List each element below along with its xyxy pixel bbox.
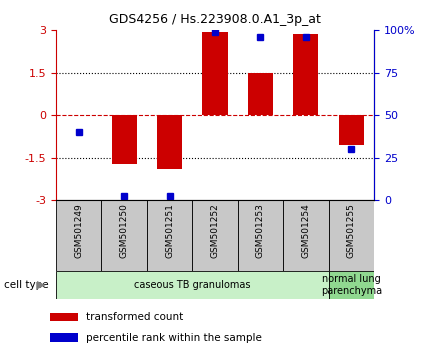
- Bar: [339, 115, 364, 145]
- Bar: [50, 333, 78, 342]
- Bar: [147, 200, 192, 271]
- Bar: [293, 34, 318, 115]
- Bar: [50, 313, 78, 321]
- Bar: [283, 200, 329, 271]
- Text: GSM501253: GSM501253: [256, 204, 265, 258]
- Text: cell type: cell type: [4, 280, 49, 290]
- Bar: [203, 32, 227, 115]
- Text: transformed count: transformed count: [86, 312, 183, 322]
- Text: caseous TB granulomas: caseous TB granulomas: [134, 280, 251, 290]
- Bar: [329, 271, 374, 299]
- Bar: [56, 200, 101, 271]
- Bar: [329, 200, 374, 271]
- Text: GSM501255: GSM501255: [347, 204, 356, 258]
- Text: percentile rank within the sample: percentile rank within the sample: [86, 332, 262, 343]
- Bar: [192, 200, 238, 271]
- Bar: [157, 115, 182, 169]
- Bar: [112, 115, 137, 164]
- Text: GSM501254: GSM501254: [301, 204, 310, 258]
- Text: GSM501250: GSM501250: [120, 204, 129, 258]
- Bar: [248, 73, 273, 115]
- Text: normal lung
parenchyma: normal lung parenchyma: [321, 274, 382, 296]
- Text: GSM501252: GSM501252: [211, 204, 219, 258]
- Text: GSM501249: GSM501249: [74, 204, 83, 258]
- Title: GDS4256 / Hs.223908.0.A1_3p_at: GDS4256 / Hs.223908.0.A1_3p_at: [109, 13, 321, 26]
- Bar: [101, 200, 147, 271]
- Text: GSM501251: GSM501251: [165, 204, 174, 258]
- Bar: [238, 200, 283, 271]
- Text: ▶: ▶: [37, 280, 45, 290]
- Bar: [56, 271, 329, 299]
